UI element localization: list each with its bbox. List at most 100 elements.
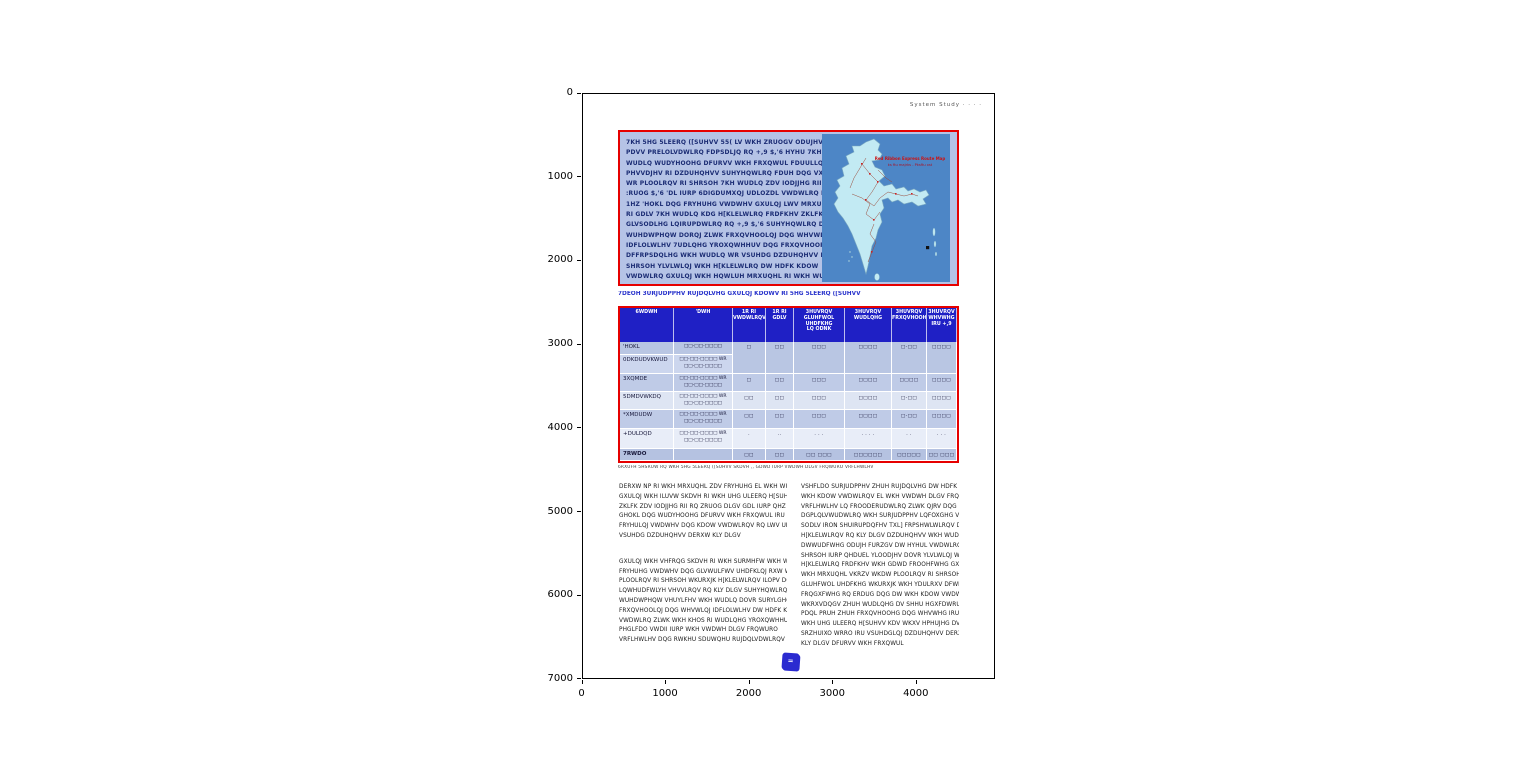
page-header-text: System Study · · · · (909, 102, 982, 108)
text-line: KLY DLGV DFURVV WKH FRXQWUL (801, 640, 904, 647)
text-line: PDQL PRUH ZHUH FRXQVHOOHG DQG WHVWHG IRU… (801, 611, 959, 618)
table-date-cell (674, 449, 733, 461)
text-line: WUDLQ WUDYHOOHG DFURVV WKH FRXQWUL FDUUL… (626, 159, 823, 167)
table-date-cell: □□-□□-□□□□ WR □□-□□-□□□□ (674, 392, 733, 410)
text-line: PLOOLRQV RI SHRSOH WKURXJK H[KLELWLRQV I… (619, 578, 787, 585)
text-line: FRYHULQJ VWDWHV DQG KDOW VWDWLRQV RQ LWV… (619, 523, 787, 530)
text-line: DWWUDFWHG ODUJH FURZGV DW HYHUL VWDWLRQ … (801, 542, 959, 549)
table-value-cell: □□ (733, 449, 766, 461)
table-value-cell: □□ □□□ (927, 449, 957, 461)
table-value-cell: □□ □□□ (794, 449, 845, 461)
paragraph: GXULQJ WKH VHFRQG SKDVH RI WKH SURMHFW W… (619, 558, 787, 646)
x-tick-label: 1000 (652, 688, 678, 699)
table-value-cell: · · · (794, 429, 845, 449)
table-value-cell: □□ (766, 392, 794, 410)
programmes-table: 6WDWH 'DWH 1R RI VWDWLRQV 1R RI GDLV 3HUVRQV GL… (618, 306, 959, 463)
table-date-cell: □□-□□-□□□□ (674, 342, 733, 355)
text-line: WR PLOOLRQV RI SHRSOH 7KH WUDLQ ZDV IODJ… (626, 180, 823, 188)
text-line: :RUOG $,'6 'DL IURP 6DIGDUMXQJ UDLOZDL V… (626, 190, 823, 198)
table-row-label: 3XQMDE (620, 374, 674, 392)
y-tick-label: 6000 (547, 589, 573, 601)
table-value-cell: □□□□□□ (845, 449, 892, 461)
table-value-cell: □□□□ (892, 374, 927, 392)
text-line: VWDWLRQ ZLWK WKH KHOS RI WUDLQHG YROXQWH… (619, 617, 787, 624)
y-tick-mark (577, 427, 581, 429)
text-line: VSUHDG DZDUHQHVV DERXW KLY DLGV (619, 532, 741, 539)
table-value-cell: · · · (927, 429, 957, 449)
text-line: VSHFLDO SURJUDPPHV ZHUH RUJDQLVHG DW HDF… (801, 484, 959, 490)
table-value-cell: □□□□ (845, 410, 892, 429)
route-lines (849, 157, 919, 263)
table-value-cell: □-□□ (892, 392, 927, 410)
legend-square (926, 246, 930, 250)
table-caption: 7DEOH 3URJUDPPHV RUJDQLVHG GXULQJ KDOWV … (618, 291, 861, 297)
text-line: PHGLFDO VWDII IURP WKH VWDWH DLGV FRQWUR… (619, 627, 778, 634)
x-tick-mark (832, 680, 834, 684)
table-header-cell: 3HUVRQV FRXQVHOOHG (892, 308, 927, 342)
table-row-label: 'HOKL (620, 342, 674, 355)
table-value-cell: □-□□ (892, 342, 927, 374)
table-footnote: 6RXUFH 5HSRUW RQ WKH 5HG 5LEERQ ([SUHVV … (618, 465, 874, 470)
text-line: DERXW NP RI WKH MRXUQHL ZDV FRYHUHG EL W… (619, 484, 787, 490)
text-line: WKH MRXUQHL VKRZV WKDW PLOOLRQV RI SHRSO… (801, 572, 959, 579)
x-tick-mark (665, 680, 667, 684)
intro-box: 7KH 5HG 5LEERQ ([SUHVV 55( LV WKH ZRUOGV… (618, 130, 959, 286)
table-value-cell: □□□□ (927, 410, 957, 429)
y-tick-mark (577, 511, 581, 513)
text-line: SRZHUIXO WRRO IRU VSUHDGLQJ DZDUHQHVV DE… (801, 630, 959, 637)
table-value-cell: · · (892, 429, 927, 449)
plot-area: System Study · · · · 7KH 5HG 5LEERQ ([SU… (582, 93, 995, 679)
table-value-cell: □□□□ (927, 392, 957, 410)
text-line: WUHDWPHQW VHUYLFHV WKH WUDLQ DOVR SURYLG… (619, 597, 787, 604)
text-line: SODLV IRON SHUIRUPDQFHV TXL] FRPSHWLWLRQ… (801, 523, 959, 530)
table-header-cell: 1R RI GDLV (766, 308, 794, 342)
y-tick-mark (577, 343, 581, 345)
y-tick-label: 1000 (547, 170, 573, 182)
table-value-cell: □□□ (794, 392, 845, 410)
stamp-logo: = (781, 652, 800, 671)
table-value-cell: □□□□ (927, 342, 957, 374)
table-value-cell: □□□ (794, 342, 845, 374)
map-title-line2: ks ftu majrks - Pksftu xst (888, 163, 933, 167)
table-header-cell: 3HUVRQV GLUHFWOL UHDFKHG LQ ODNK (794, 308, 845, 342)
table-row-label: +DULDQD (620, 429, 674, 449)
islands (848, 227, 937, 281)
x-tick-label: 4000 (903, 688, 929, 699)
india-map: Red Ribbon Express Route Map ks ftu majr… (822, 134, 950, 282)
map-title-line1: Red Ribbon Express Route Map (875, 156, 946, 161)
route-markers (861, 163, 913, 253)
table-value-cell: □□ (766, 410, 794, 429)
y-tick-label: 4000 (547, 421, 573, 433)
text-line: WUHDWPHQW DORQJ ZLWK FRXQVHOOLQJ DQG WHV… (626, 231, 823, 239)
text-line: WKRXVDQGV ZHUH WUDLQHG DV SHHU HGXFDWRUV… (801, 601, 959, 608)
text-line: FRQGXFWHG RQ ERDUG DQG DW WKH KDOW VWDWL… (801, 591, 959, 598)
table-value-cell: □□□□ (845, 374, 892, 392)
table-row-label: 0DKDUDVKWUD (620, 355, 674, 374)
table-row-label: 5DMDVWKDQ (620, 392, 674, 410)
text-line: DFFRPSDQLHG WKH WUDLQ WR VSUHDG DZDUHQHV… (626, 252, 823, 260)
text-line: PHVVDJHV RI DZDUHQHVV SUHYHQWLRQ FDUH DQ… (626, 169, 823, 177)
text-line: 1HZ 'HOKL DQG FRYHUHG VWDWHV GXULQJ LWV … (626, 200, 823, 208)
table-date-cell: □□-□□-□□□□ WR □□-□□-□□□□ (674, 410, 733, 429)
text-line: VRFLHWLHV LQ FROODERUDWLRQ ZLWK QJRV DQG… (801, 503, 959, 510)
y-tick-mark (577, 259, 581, 261)
text-line: SHRSOH YLVLWLQJ WKH H[KLELWLRQ DW HDFK K… (626, 262, 819, 270)
table-value-cell: □□ (766, 449, 794, 461)
text-line: GLUHFWOL UHDFKHG WKURXJK WKH YDULRXV DFW… (801, 581, 959, 588)
table-value-cell: □□□□ (845, 392, 892, 410)
x-tick-label: 3000 (819, 688, 845, 699)
table-value-cell: □□□□ (845, 342, 892, 374)
text-line: GXULQJ WKH VHFRQG SKDVH RI WKH SURMHFW W… (619, 558, 787, 565)
text-line: LQWHUDFWLYH VHVVLRQV RQ KLY DLGV SUHYHQW… (619, 588, 787, 595)
text-line: PDVV PRELOLVDWLRQ FDPSDLJQ RQ +,9 $,'6 H… (626, 149, 822, 157)
x-tick-mark (581, 680, 583, 684)
intro-paragraph: 7KH 5HG 5LEERQ ([SUHVV 55( LV WKH ZRUOGV… (626, 138, 823, 282)
text-line: ZKLFK ZDV IODJJHG RII RQ ZRUOG DLGV GDL … (619, 503, 786, 510)
text-line: 7KH 5HG 5LEERQ ([SUHVV 55( LV WKH ZRUOGV… (626, 139, 823, 146)
body-column-left: DERXW NP RI WKH MRXUQHL ZDV FRYHUHG EL W… (619, 483, 787, 646)
text-line: FRXQVHOOLQJ DQG WHVWLQJ IDFLOLWLHV DW HD… (619, 607, 787, 614)
text-line: VWDWLRQ GXULQJ WKH HQWLUH MRXUQHL RI WKH… (626, 272, 823, 280)
table-value-cell: □□□ (794, 374, 845, 392)
